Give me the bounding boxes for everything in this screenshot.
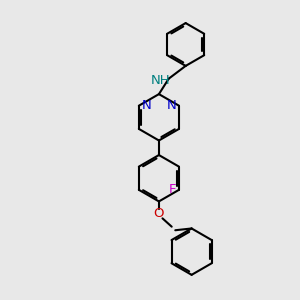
Text: F: F [169,183,177,196]
Text: O: O [154,207,164,220]
Text: NH: NH [151,74,170,87]
Text: N: N [142,99,152,112]
Text: N: N [166,99,176,112]
